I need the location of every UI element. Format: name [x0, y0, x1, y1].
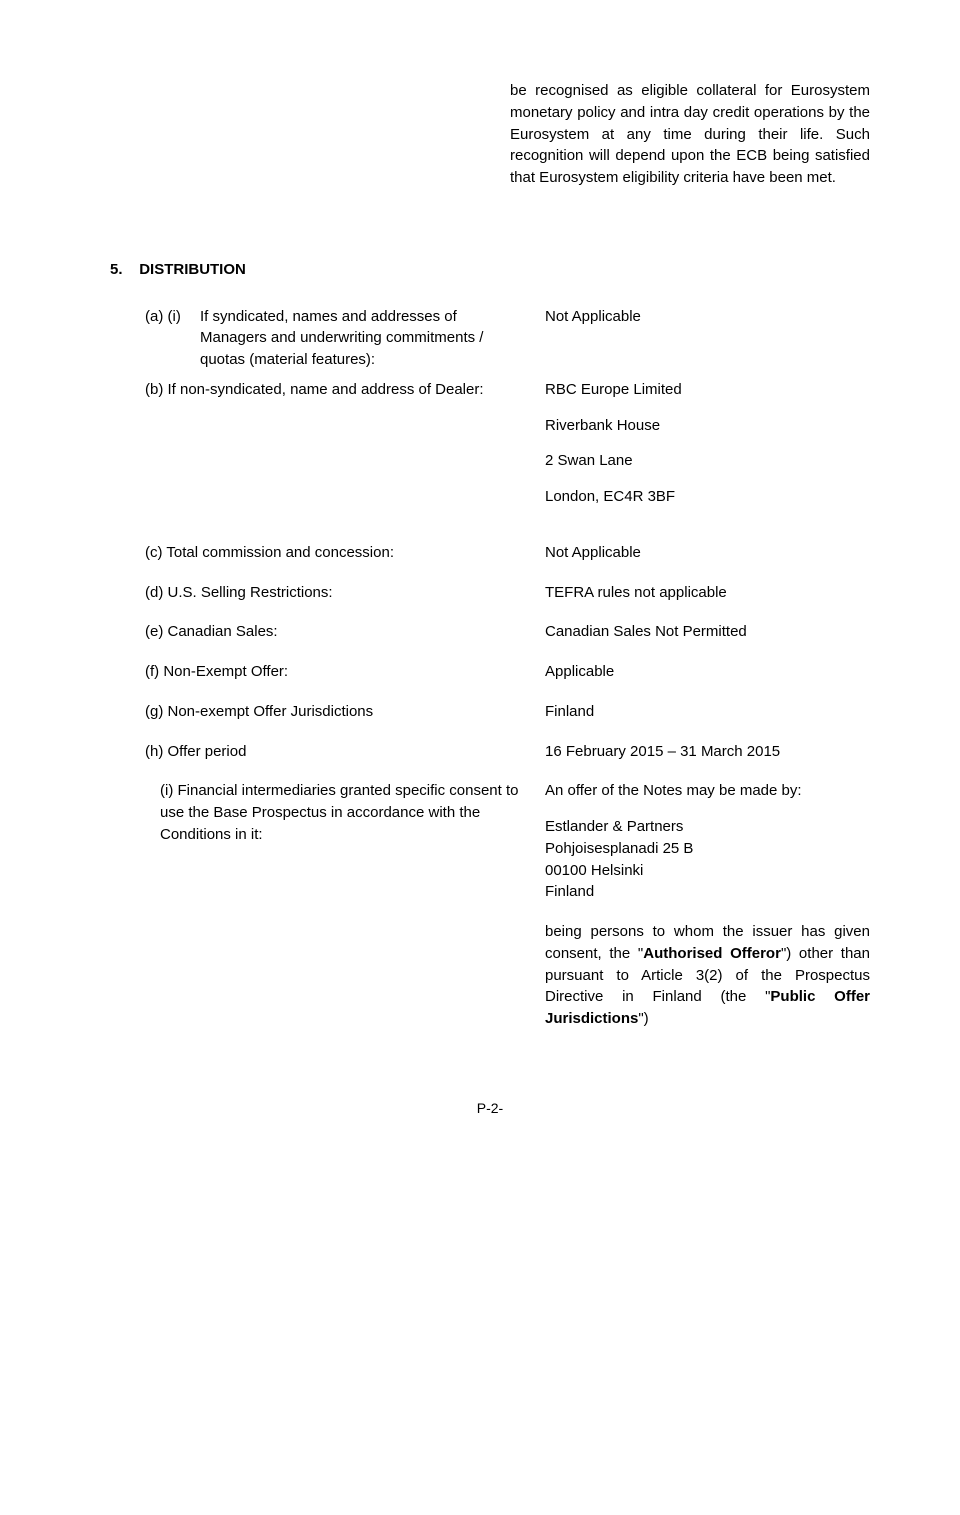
page-number: P-2- [110, 1098, 870, 1118]
row-g: (g) Non-exempt Offer Jurisdictions Finla… [145, 701, 870, 723]
value-b-1: RBC Europe Limited [545, 379, 870, 401]
label-c: (c) Total commission and concession: [145, 542, 545, 564]
value-a-i: Not Applicable [545, 306, 870, 328]
para-suffix: ") [638, 1010, 648, 1027]
value-g: Finland [545, 701, 870, 723]
addr-line-4: Finland [545, 881, 870, 903]
value-f: Applicable [545, 661, 870, 683]
value-b-3: 2 Swan Lane [545, 450, 870, 472]
row-d: (d) U.S. Selling Restrictions: TEFRA rul… [145, 582, 870, 604]
row-b: (b) If non-syndicated, name and address … [145, 379, 870, 522]
label-b: (b) If non-syndicated, name and address … [145, 379, 525, 401]
label-h: (h) Offer period [145, 741, 545, 763]
value-h: 16 February 2015 – 31 March 2015 [545, 741, 870, 763]
row-h: (h) Offer period 16 February 2015 – 31 M… [145, 741, 870, 763]
label-f: (f) Non-Exempt Offer: [145, 661, 545, 683]
row-e: (e) Canadian Sales: Canadian Sales Not P… [145, 621, 870, 643]
label-g: (g) Non-exempt Offer Jurisdictions [145, 701, 545, 723]
intro-text: be recognised as eligible collateral for… [510, 82, 870, 186]
value-b-2: Riverbank House [545, 415, 870, 437]
section-5-heading: 5. DISTRIBUTION [110, 259, 870, 281]
addr-line-3: 00100 Helsinki [545, 860, 870, 882]
text-a-i: If syndicated, names and addresses of Ma… [200, 306, 525, 371]
value-d: TEFRA rules not applicable [545, 582, 870, 604]
label-d: (d) U.S. Selling Restrictions: [145, 582, 545, 604]
row-i: (i) Financial intermediaries granted spe… [145, 780, 870, 1038]
offeror-address: Estlander & Partners Pohjoisesplanadi 25… [545, 816, 870, 903]
label-e: (e) Canadian Sales: [145, 621, 545, 643]
value-i-intro: An offer of the Notes may be made by: [545, 780, 870, 802]
closing-paragraph: being persons to whom the issuer has giv… [545, 921, 870, 1030]
section-5-num: 5. [110, 261, 123, 278]
bold-authorised-offeror: Authorised Offeror [643, 945, 781, 962]
section-5-title: DISTRIBUTION [139, 261, 246, 278]
label-i: (i) Financial intermediaries granted spe… [160, 780, 525, 845]
value-b-4: London, EC4R 3BF [545, 486, 870, 508]
value-c: Not Applicable [545, 542, 870, 564]
row-a: (a) (i) If syndicated, names and address… [145, 306, 870, 371]
row-f: (f) Non-Exempt Offer: Applicable [145, 661, 870, 683]
value-e: Canadian Sales Not Permitted [545, 621, 870, 643]
intro-paragraph: be recognised as eligible collateral for… [510, 80, 870, 189]
addr-line-2: Pohjoisesplanadi 25 B [545, 838, 870, 860]
row-c: (c) Total commission and concession: Not… [145, 542, 870, 564]
label-a-i: (a) (i) [145, 306, 200, 371]
addr-line-1: Estlander & Partners [545, 816, 870, 838]
